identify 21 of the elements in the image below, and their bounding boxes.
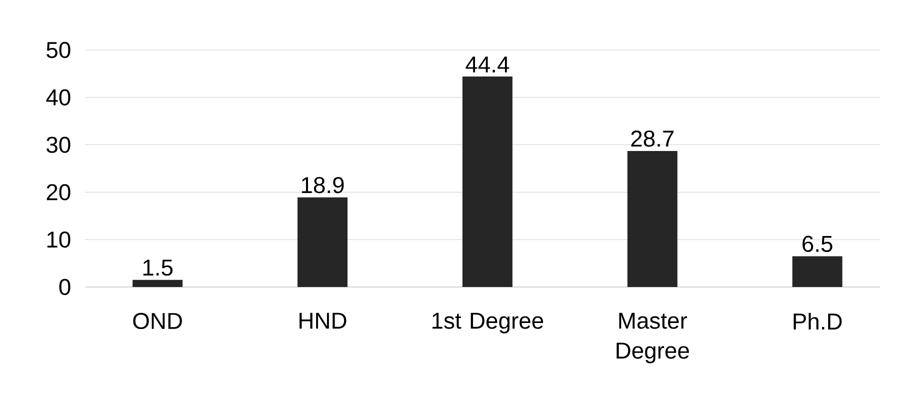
- y-tick-label: 30: [46, 136, 70, 153]
- data-label: 44.4: [466, 56, 510, 72]
- bar: [298, 197, 348, 287]
- y-tick-label: 0: [59, 278, 70, 296]
- x-tick-label: 1st Degree: [432, 312, 544, 334]
- data-label: 6.5: [802, 236, 832, 252]
- data-label: 18.9: [302, 176, 344, 194]
- data-label: 1.5: [143, 260, 173, 276]
- data-label: 28.7: [631, 130, 674, 147]
- y-tick-label: 50: [46, 42, 70, 58]
- y-tick-label: 40: [46, 89, 70, 106]
- bar: [792, 256, 842, 287]
- bar: [132, 280, 183, 287]
- x-tick-label: HND: [300, 312, 346, 329]
- x-tick-label: Master Degree: [616, 312, 689, 364]
- bar: [462, 76, 512, 287]
- x-tick-label: OND: [133, 312, 182, 330]
- y-tick-label: 20: [46, 184, 70, 200]
- y-tick-label: 10: [47, 231, 70, 248]
- bar: [627, 150, 678, 287]
- x-tick-label: Ph.D: [794, 312, 842, 330]
